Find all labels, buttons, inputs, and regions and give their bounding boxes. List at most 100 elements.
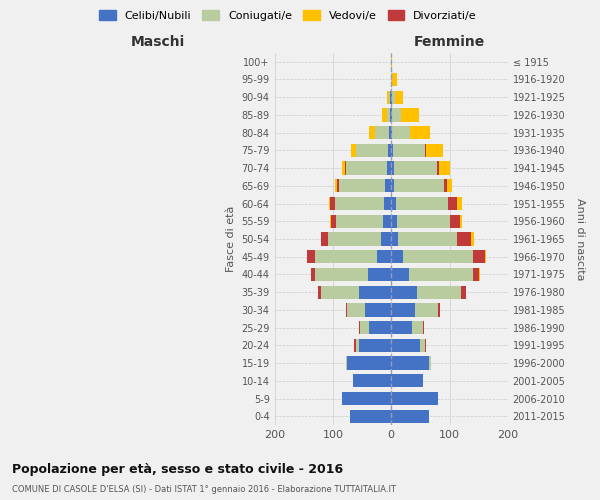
Bar	[437, 162, 439, 174]
Bar	[391, 338, 421, 352]
Bar	[387, 90, 389, 104]
Bar	[384, 197, 391, 210]
Bar	[479, 268, 480, 281]
Bar	[346, 304, 347, 316]
Bar	[391, 232, 398, 245]
Bar	[409, 268, 473, 281]
Bar	[382, 108, 387, 122]
Legend: Celibi/Nubili, Coniugati/e, Vedovi/e, Divorziati/e: Celibi/Nubili, Coniugati/e, Vedovi/e, Di…	[95, 6, 481, 25]
Bar	[375, 126, 389, 140]
Bar	[356, 144, 388, 157]
Text: Maschi: Maschi	[131, 35, 185, 49]
Bar	[439, 162, 449, 174]
Bar	[392, 108, 401, 122]
Bar	[418, 286, 461, 299]
Bar	[389, 90, 390, 104]
Bar	[392, 90, 395, 104]
Bar	[383, 214, 391, 228]
Bar	[471, 232, 474, 245]
Bar	[415, 304, 438, 316]
Bar	[346, 162, 386, 174]
Bar	[328, 232, 381, 245]
Bar	[385, 179, 391, 192]
Bar	[391, 321, 412, 334]
Bar	[359, 286, 391, 299]
Bar	[389, 126, 391, 140]
Bar	[391, 108, 392, 122]
Bar	[396, 197, 448, 210]
Bar	[337, 179, 339, 192]
Bar	[485, 250, 486, 264]
Bar	[449, 214, 460, 228]
Bar	[460, 214, 462, 228]
Bar	[346, 356, 347, 370]
Bar	[321, 232, 328, 245]
Bar	[391, 126, 392, 140]
Bar	[350, 410, 391, 423]
Bar	[425, 338, 426, 352]
Bar	[393, 144, 425, 157]
Bar	[391, 286, 418, 299]
Bar	[388, 144, 391, 157]
Bar	[381, 232, 391, 245]
Bar	[448, 197, 457, 210]
Bar	[344, 162, 346, 174]
Bar	[398, 232, 457, 245]
Bar	[457, 197, 462, 210]
Bar	[316, 268, 368, 281]
Bar	[391, 356, 429, 370]
Bar	[394, 162, 437, 174]
Bar	[391, 162, 394, 174]
Bar	[397, 214, 449, 228]
Bar	[391, 304, 415, 316]
Bar	[316, 250, 377, 264]
Bar	[339, 179, 385, 192]
Bar	[391, 214, 397, 228]
Text: Popolazione per età, sesso e stato civile - 2016: Popolazione per età, sesso e stato civil…	[12, 462, 343, 475]
Bar	[353, 374, 391, 388]
Bar	[347, 304, 365, 316]
Bar	[337, 214, 383, 228]
Bar	[457, 232, 471, 245]
Bar	[391, 144, 393, 157]
Bar	[391, 250, 403, 264]
Bar	[392, 126, 410, 140]
Bar	[329, 197, 330, 210]
Y-axis label: Fasce di età: Fasce di età	[226, 206, 236, 272]
Bar	[341, 162, 344, 174]
Bar	[461, 286, 466, 299]
Bar	[392, 73, 397, 86]
Bar	[341, 392, 391, 405]
Bar	[443, 179, 446, 192]
Bar	[361, 321, 369, 334]
Bar	[347, 356, 391, 370]
Bar	[351, 144, 356, 157]
Bar	[391, 410, 429, 423]
Bar	[335, 197, 384, 210]
Bar	[438, 304, 440, 316]
Bar	[390, 108, 391, 122]
Bar	[421, 338, 425, 352]
Bar	[369, 321, 391, 334]
Bar	[391, 197, 396, 210]
Bar	[359, 338, 391, 352]
Bar	[359, 321, 361, 334]
Bar	[331, 214, 337, 228]
Bar	[395, 90, 403, 104]
Bar	[369, 126, 375, 140]
Bar	[330, 197, 335, 210]
Bar	[390, 90, 391, 104]
Bar	[391, 179, 394, 192]
Bar	[473, 250, 485, 264]
Bar	[319, 286, 321, 299]
Bar	[412, 321, 423, 334]
Text: Femmine: Femmine	[414, 35, 485, 49]
Bar	[365, 304, 391, 316]
Bar	[321, 286, 359, 299]
Bar	[426, 144, 443, 157]
Bar	[401, 108, 419, 122]
Bar	[429, 356, 431, 370]
Y-axis label: Anni di nascita: Anni di nascita	[575, 198, 585, 280]
Bar	[386, 162, 391, 174]
Bar	[394, 179, 443, 192]
